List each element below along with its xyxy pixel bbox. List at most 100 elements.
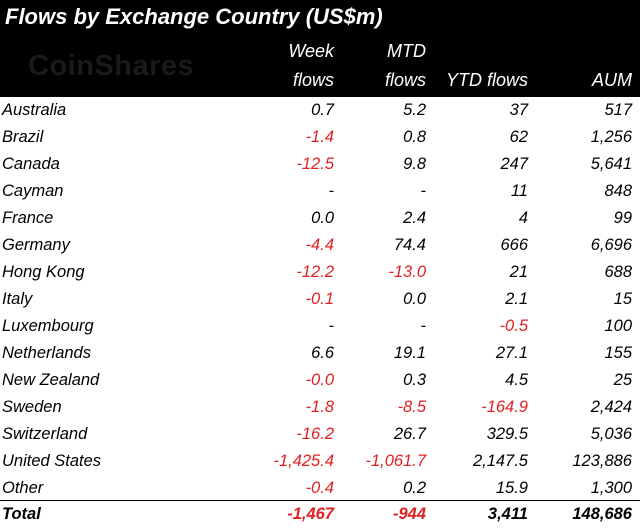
table-row: Cayman - - 11 848 (0, 178, 640, 205)
aum-cell: 1,256 (590, 128, 632, 146)
ytd-cell: 21 (509, 263, 528, 281)
aum-cell: 5,036 (590, 425, 632, 443)
aum-cell: 99 (613, 209, 632, 227)
country-cell: New Zealand (2, 371, 100, 389)
ytd-cell: 2.1 (505, 290, 528, 308)
table-row: Hong Kong -12.2 -13.0 21 688 (0, 259, 640, 286)
table-row: Luxembourg - - -0.5 100 (0, 313, 640, 340)
week-cell: -12.5 (296, 155, 334, 173)
week-cell: -0.4 (305, 479, 334, 497)
mtd-cell: -1,061.7 (365, 452, 426, 470)
ytd-cell: 329.5 (486, 425, 528, 443)
aum-cell: 155 (604, 344, 632, 362)
mtd-cell: -944 (392, 505, 426, 523)
table-row: New Zealand -0.0 0.3 4.5 25 (0, 367, 640, 394)
country-cell: Cayman (2, 182, 64, 200)
aum-header: AUM (592, 70, 632, 90)
ytd-cell: 3,411 (487, 505, 528, 523)
aum-cell: 15 (613, 290, 632, 308)
aum-cell: 6,696 (590, 236, 632, 254)
mtd-cell: -8.5 (397, 398, 426, 416)
ytd-cell: 4 (518, 209, 528, 227)
table-title: Flows by Exchange Country (US$m) (5, 4, 383, 29)
table-row: Italy -0.1 0.0 2.1 15 (0, 286, 640, 313)
week-cell: -1,425.4 (273, 452, 334, 470)
ytd-cell: 15.9 (495, 479, 528, 497)
aum-cell: 123,886 (572, 452, 632, 470)
ytd-cell: 62 (509, 128, 528, 146)
country-cell: United States (2, 452, 102, 470)
aum-cell: 5,641 (590, 155, 632, 173)
week-cell: -4.4 (305, 236, 334, 254)
week-cell: -12.2 (296, 263, 334, 281)
mtd-cell: -13.0 (388, 263, 426, 281)
table-row: Australia 0.7 5.2 37 517 (0, 97, 640, 124)
table-row: France 0.0 2.4 4 99 (0, 205, 640, 232)
country-cell: Switzerland (2, 425, 88, 443)
week-cell: - (328, 317, 335, 335)
aum-cell: 1,300 (590, 479, 632, 497)
week-cell: -1,467 (287, 505, 334, 523)
country-cell: Luxembourg (2, 317, 94, 335)
mtd-cell: 0.0 (403, 290, 426, 308)
table-row: Other -0.4 0.2 15.9 1,300 (0, 475, 640, 502)
table-row: Sweden -1.8 -8.5 -164.9 2,424 (0, 394, 640, 421)
ytd-cell: 11 (510, 182, 528, 200)
table-row: United States -1,425.4 -1,061.7 2,147.5 123,… (0, 448, 640, 475)
country-cell: Germany (2, 236, 70, 254)
week-header-line1: Week (288, 41, 334, 61)
table-header: Flows by Exchange Country (US$m) CoinSha… (0, 0, 640, 97)
table-row: Germany -4.4 74.4 666 6,696 (0, 232, 640, 259)
mtd-header-line2: flows (384, 70, 426, 90)
ytd-header: YTD flows (445, 70, 528, 90)
country-cell: Italy (2, 290, 33, 308)
week-cell: 0.7 (311, 101, 334, 119)
mtd-cell: 0.8 (403, 128, 426, 146)
week-cell: 0.0 (311, 209, 334, 227)
week-cell: -0.1 (305, 290, 334, 308)
week-header-line2: flows (292, 70, 334, 90)
mtd-cell: - (420, 182, 427, 200)
week-cell: -1.4 (305, 128, 334, 146)
week-cell: -16.2 (296, 425, 334, 443)
table-row: Canada -12.5 9.8 247 5,641 (0, 151, 640, 178)
ytd-cell: 4.5 (505, 371, 528, 389)
week-cell: - (328, 182, 335, 200)
table-row: Switzerland -16.2 26.7 329.5 5,036 (0, 421, 640, 448)
aum-cell: 148,686 (572, 505, 632, 523)
table-row: Netherlands 6.6 19.1 27.1 155 (0, 340, 640, 367)
mtd-cell: 26.7 (393, 425, 426, 443)
aum-cell: 517 (604, 101, 632, 119)
country-cell: Sweden (2, 398, 62, 416)
total-divider (0, 500, 640, 501)
aum-cell: 100 (604, 317, 632, 335)
ytd-cell: 37 (509, 101, 528, 119)
country-cell: Canada (2, 155, 60, 173)
week-cell: -1.8 (305, 398, 334, 416)
mtd-cell: 2.4 (403, 209, 426, 227)
aum-cell: 25 (613, 371, 632, 389)
week-cell: 6.6 (311, 344, 334, 362)
aum-cell: 2,424 (590, 398, 632, 416)
country-cell: Other (2, 479, 44, 497)
ytd-cell: 2,147.5 (472, 452, 528, 470)
mtd-cell: 19.1 (393, 344, 426, 362)
ytd-cell: 27.1 (495, 344, 528, 362)
ytd-cell: -164.9 (481, 398, 528, 416)
total-row: Total -1,467 -944 3,411 148,686 (0, 501, 640, 528)
ytd-cell: 666 (500, 236, 528, 254)
aum-cell: 688 (604, 263, 632, 281)
week-cell: -0.0 (305, 371, 334, 389)
country-cell: Netherlands (2, 344, 91, 362)
mtd-cell: 0.2 (403, 479, 426, 497)
ytd-cell: 247 (500, 155, 528, 173)
mtd-header-line1: MTD (387, 41, 426, 61)
ytd-cell: -0.5 (499, 317, 528, 335)
mtd-cell: 74.4 (393, 236, 426, 254)
country-cell: Hong Kong (2, 263, 85, 281)
table-row: Brazil -1.4 0.8 62 1,256 (0, 124, 640, 151)
country-cell: France (2, 209, 54, 227)
country-cell: Brazil (2, 128, 44, 146)
country-cell: Australia (2, 101, 67, 119)
aum-cell: 848 (604, 182, 632, 200)
